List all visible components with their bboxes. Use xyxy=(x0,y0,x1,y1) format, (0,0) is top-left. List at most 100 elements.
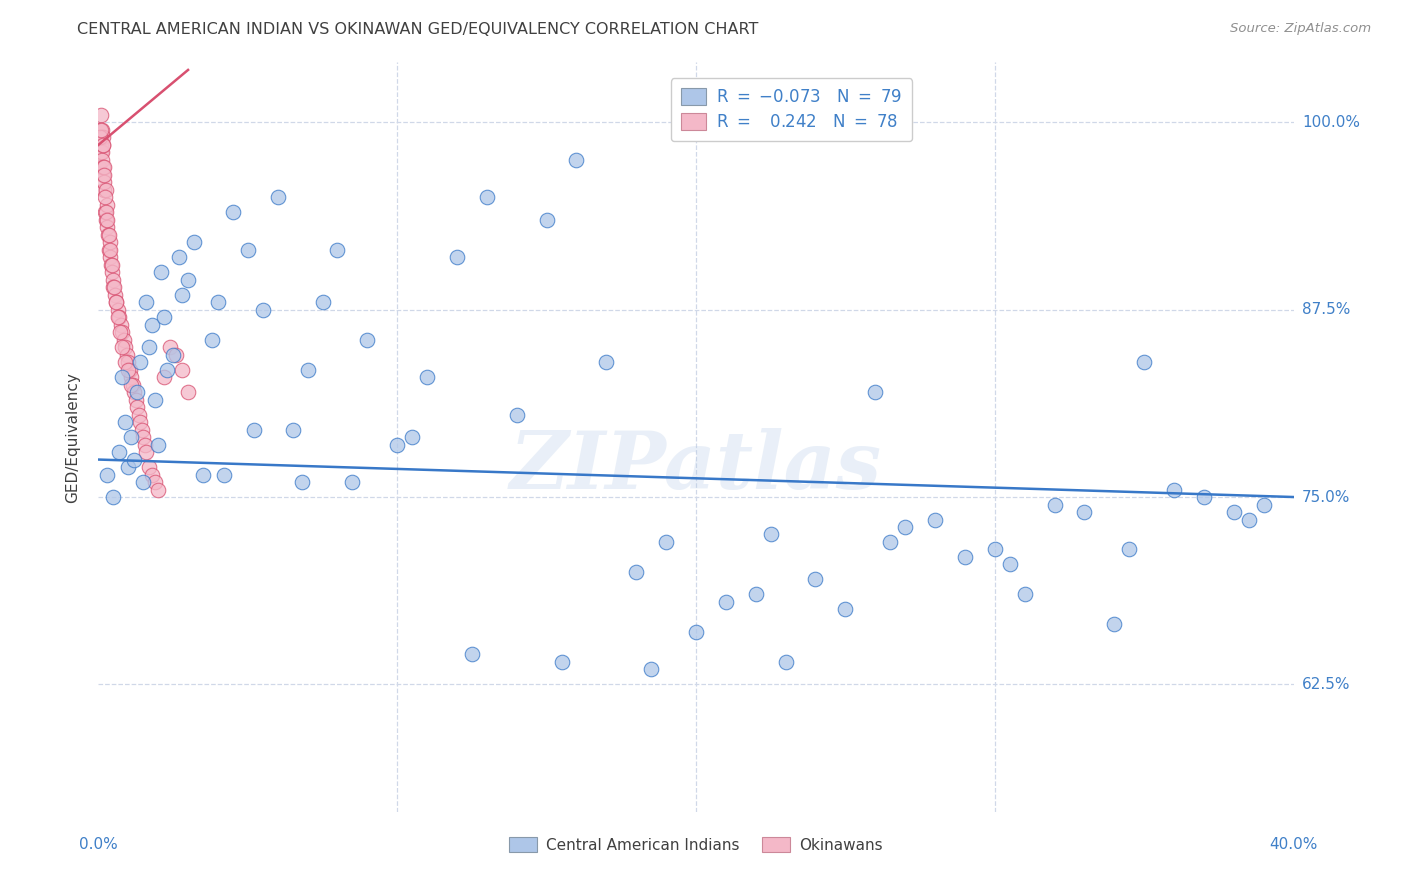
Point xyxy=(167,250,190,264)
Point xyxy=(90,123,112,137)
Point xyxy=(96,205,118,219)
Point xyxy=(267,190,290,204)
Point xyxy=(138,340,160,354)
Point xyxy=(98,235,121,250)
Point xyxy=(212,467,235,482)
Point xyxy=(894,520,917,534)
Point xyxy=(236,243,259,257)
Point xyxy=(135,445,157,459)
Point xyxy=(91,168,114,182)
Point xyxy=(132,475,155,489)
Point xyxy=(101,265,124,279)
Point xyxy=(105,295,128,310)
Point xyxy=(90,145,112,160)
Point xyxy=(291,475,314,489)
Point xyxy=(416,370,439,384)
Point xyxy=(111,325,134,339)
Point xyxy=(172,287,194,301)
Text: CENTRAL AMERICAN INDIAN VS OKINAWAN GED/EQUIVALENCY CORRELATION CHART: CENTRAL AMERICAN INDIAN VS OKINAWAN GED/… xyxy=(77,22,759,37)
Point xyxy=(640,662,662,676)
Text: 62.5%: 62.5% xyxy=(1302,677,1350,692)
Point xyxy=(281,423,304,437)
Point xyxy=(94,183,117,197)
Point xyxy=(91,145,114,160)
Point xyxy=(311,295,333,310)
Text: Source: ZipAtlas.com: Source: ZipAtlas.com xyxy=(1230,22,1371,36)
Point xyxy=(128,408,150,422)
Point xyxy=(118,362,141,376)
Point xyxy=(1223,505,1246,519)
Point xyxy=(98,243,122,257)
Point xyxy=(96,198,118,212)
Point xyxy=(121,377,143,392)
Point xyxy=(93,175,115,189)
Point xyxy=(111,370,134,384)
Point xyxy=(127,400,149,414)
Point xyxy=(120,430,142,444)
Point xyxy=(1253,498,1275,512)
Point xyxy=(759,527,782,541)
Point xyxy=(141,318,163,332)
Point xyxy=(401,430,423,444)
Point xyxy=(100,258,122,272)
Point xyxy=(90,137,112,152)
Point xyxy=(114,340,136,354)
Point xyxy=(120,377,142,392)
Point xyxy=(135,295,157,310)
Point xyxy=(101,273,124,287)
Point xyxy=(243,423,266,437)
Point xyxy=(103,490,125,504)
Point xyxy=(924,512,946,526)
Point xyxy=(91,161,114,175)
Point xyxy=(1043,498,1066,512)
Point xyxy=(90,130,112,145)
Point xyxy=(134,437,156,451)
Point xyxy=(124,452,146,467)
Point xyxy=(150,265,173,279)
Point xyxy=(112,333,135,347)
Point xyxy=(129,355,152,369)
Point xyxy=(91,130,114,145)
Text: 40.0%: 40.0% xyxy=(1270,837,1317,852)
Text: 0.0%: 0.0% xyxy=(79,837,118,852)
Point xyxy=(865,385,887,400)
Point xyxy=(252,302,274,317)
Point xyxy=(1104,617,1126,632)
Point xyxy=(117,460,139,475)
Point xyxy=(191,467,214,482)
Point xyxy=(775,655,797,669)
Point xyxy=(1133,355,1156,369)
Point xyxy=(90,123,112,137)
Point xyxy=(114,355,136,369)
Point xyxy=(127,385,149,400)
Point xyxy=(96,220,118,235)
Point xyxy=(153,310,176,325)
Point xyxy=(1014,587,1036,601)
Point xyxy=(117,362,139,376)
Text: 75.0%: 75.0% xyxy=(1302,490,1350,505)
Point xyxy=(94,190,117,204)
Point xyxy=(153,370,176,384)
Point xyxy=(93,168,115,182)
Point xyxy=(107,310,129,325)
Text: 87.5%: 87.5% xyxy=(1302,302,1350,318)
Point xyxy=(595,355,617,369)
Point xyxy=(97,227,120,242)
Point xyxy=(117,355,139,369)
Point xyxy=(177,273,200,287)
Point xyxy=(107,302,129,317)
Point xyxy=(110,318,132,332)
Point xyxy=(108,445,131,459)
Point xyxy=(143,475,166,489)
Point xyxy=(93,183,115,197)
Point xyxy=(506,408,529,422)
Point xyxy=(98,250,122,264)
Legend: Central American Indians, Okinawans: Central American Indians, Okinawans xyxy=(502,829,890,860)
Point xyxy=(104,295,127,310)
Point xyxy=(94,205,117,219)
Point xyxy=(143,392,166,407)
Point xyxy=(89,161,111,175)
Point xyxy=(745,587,768,601)
Point xyxy=(104,287,127,301)
Point xyxy=(101,258,124,272)
